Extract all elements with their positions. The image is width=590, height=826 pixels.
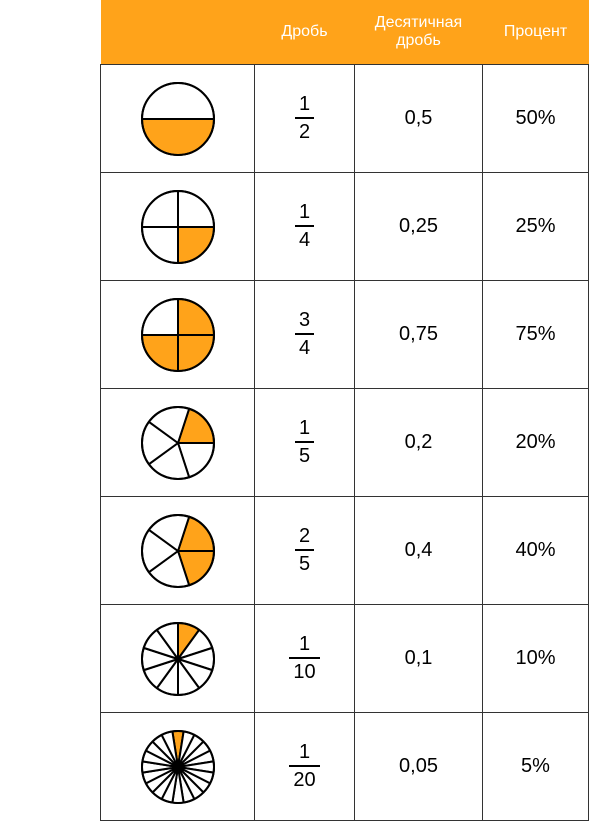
decimal-value: 0,75 (355, 281, 483, 389)
fraction-numerator: 1 (295, 93, 314, 117)
pie-diagram (101, 605, 255, 713)
header-pie (101, 0, 255, 65)
table-row: 2 5 0,440% (101, 497, 589, 605)
table-row: 1 10 0,110% (101, 605, 589, 713)
fractions-table: Дробь Десятичная дробь Процент 1 2 0,550… (100, 0, 589, 821)
fraction-numerator: 1 (295, 417, 314, 441)
fraction-denominator: 10 (289, 657, 319, 683)
header-percent: Процент (483, 0, 589, 65)
fractions-table-wrapper: Дробь Десятичная дробь Процент 1 2 0,550… (100, 0, 588, 821)
table-row: 1 5 0,220% (101, 389, 589, 497)
fraction-value: 1 20 (255, 713, 355, 821)
table-row: 3 4 0,7575% (101, 281, 589, 389)
percent-value: 20% (483, 389, 589, 497)
fraction-value: 1 10 (255, 605, 355, 713)
fraction-value: 3 4 (255, 281, 355, 389)
header-fraction: Дробь (255, 0, 355, 65)
percent-value: 75% (483, 281, 589, 389)
decimal-value: 0,4 (355, 497, 483, 605)
decimal-value: 0,2 (355, 389, 483, 497)
decimal-value: 0,05 (355, 713, 483, 821)
table-row: 1 2 0,550% (101, 65, 589, 173)
fraction-value: 1 2 (255, 65, 355, 173)
percent-value: 25% (483, 173, 589, 281)
decimal-value: 0,5 (355, 65, 483, 173)
table-row: 1 4 0,2525% (101, 173, 589, 281)
header-row: Дробь Десятичная дробь Процент (101, 0, 589, 65)
fraction-numerator: 2 (295, 525, 314, 549)
fraction-denominator: 5 (295, 549, 314, 575)
pie-diagram (101, 281, 255, 389)
header-decimal: Десятичная дробь (355, 0, 483, 65)
fraction-denominator: 20 (289, 765, 319, 791)
fraction-value: 1 4 (255, 173, 355, 281)
table-row: 1 20 0,055% (101, 713, 589, 821)
decimal-value: 0,1 (355, 605, 483, 713)
fraction-numerator: 1 (289, 633, 319, 657)
percent-value: 10% (483, 605, 589, 713)
pie-diagram (101, 65, 255, 173)
pie-diagram (101, 389, 255, 497)
pie-diagram (101, 173, 255, 281)
fraction-numerator: 1 (295, 201, 314, 225)
fraction-denominator: 2 (295, 117, 314, 143)
percent-value: 40% (483, 497, 589, 605)
fraction-value: 1 5 (255, 389, 355, 497)
fraction-numerator: 1 (289, 741, 319, 765)
decimal-value: 0,25 (355, 173, 483, 281)
fraction-numerator: 3 (295, 309, 314, 333)
percent-value: 50% (483, 65, 589, 173)
fraction-denominator: 4 (295, 333, 314, 359)
percent-value: 5% (483, 713, 589, 821)
pie-diagram (101, 497, 255, 605)
fraction-value: 2 5 (255, 497, 355, 605)
pie-diagram (101, 713, 255, 821)
fraction-denominator: 5 (295, 441, 314, 467)
fraction-denominator: 4 (295, 225, 314, 251)
